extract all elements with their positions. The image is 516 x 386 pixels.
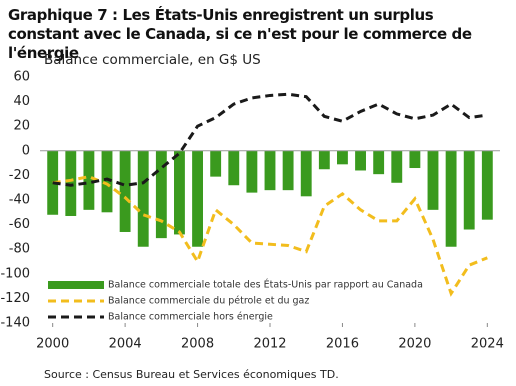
bar: [65, 150, 77, 216]
bar: [246, 150, 258, 193]
bar: [318, 150, 330, 170]
bar: [192, 150, 203, 247]
y-tick-label: 0: [22, 143, 30, 158]
x-tick-label: 2024: [471, 337, 504, 352]
bar: [300, 150, 312, 197]
bar: [210, 150, 222, 177]
bar: [337, 150, 348, 165]
x-tick-label: 2004: [109, 337, 142, 352]
y-tick-label: 20: [13, 119, 30, 134]
x-tick-label: 2020: [398, 337, 431, 352]
source-note: Source : Census Bureau et Services écono…: [44, 368, 339, 381]
bar: [427, 150, 439, 210]
bar: [264, 150, 276, 191]
y-tick-label: -140: [0, 316, 30, 331]
bar: [373, 150, 385, 175]
bar: [282, 150, 294, 191]
bar: [101, 150, 113, 213]
line: [52, 92, 488, 187]
bar: [155, 150, 167, 239]
x-tick-label: 2008: [181, 337, 214, 352]
y-tick-label: 40: [13, 94, 30, 109]
legend-swatch: [48, 281, 104, 289]
y-tick-label: -100: [0, 266, 30, 281]
bar: [481, 150, 493, 220]
legend-label: Balance commerciale hors énergie: [108, 312, 273, 323]
bar: [391, 150, 403, 183]
bar: [83, 150, 95, 210]
line: [52, 175, 488, 297]
legend-label: Balance commerciale totale des États-Uni…: [108, 279, 423, 291]
chart-title: Graphique 7 : Les États-Unis enregistren…: [8, 6, 472, 62]
y-tick-label: -80: [9, 242, 30, 257]
bar: [228, 150, 240, 186]
bar: [409, 150, 421, 169]
chart-subtitle: Balance commerciale, en G$ US: [44, 52, 261, 68]
bar: [445, 150, 457, 247]
bar: [355, 150, 366, 171]
x-tick-label: 2012: [253, 337, 286, 352]
bar: [119, 150, 131, 232]
x-tick-label: 2000: [36, 337, 69, 352]
y-tick-label: -60: [9, 217, 30, 232]
bar: [137, 150, 149, 247]
x-tick-label: 2016: [326, 337, 359, 352]
y-tick-label: 60: [13, 70, 30, 85]
bar: [463, 150, 475, 230]
legend-label: Balance commerciale du pétrole et du gaz: [108, 296, 309, 307]
bar: [174, 150, 185, 235]
y-tick-label: -40: [9, 193, 30, 208]
y-tick-label: -120: [0, 291, 30, 306]
y-tick-label: -20: [9, 168, 30, 183]
